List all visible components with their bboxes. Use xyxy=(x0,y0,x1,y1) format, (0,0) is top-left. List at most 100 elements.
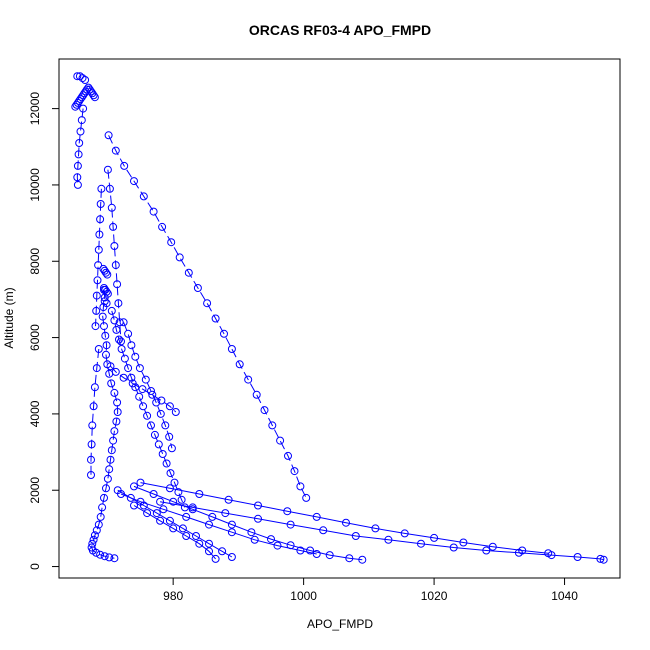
data-point xyxy=(76,127,85,136)
data-point xyxy=(130,482,138,491)
data-point xyxy=(112,417,121,426)
series-line xyxy=(108,135,307,499)
data-point xyxy=(165,484,174,493)
data-point xyxy=(154,440,163,449)
data-point xyxy=(102,268,110,277)
data-point xyxy=(488,542,497,551)
data-point xyxy=(102,484,110,493)
data-point xyxy=(100,297,109,306)
data-point xyxy=(96,200,105,208)
data-point xyxy=(459,538,468,547)
data-point xyxy=(87,440,96,449)
data-point xyxy=(312,512,321,521)
data-point xyxy=(96,550,105,559)
data-point xyxy=(90,383,99,392)
data-point xyxy=(221,509,230,518)
data-point xyxy=(203,299,212,308)
data-point xyxy=(149,207,158,216)
data-point xyxy=(169,497,178,506)
data-point xyxy=(94,520,103,529)
data-point xyxy=(205,547,213,556)
data-point xyxy=(141,375,150,384)
data-point xyxy=(119,318,128,327)
series-line xyxy=(123,322,173,449)
data-point xyxy=(220,329,228,338)
data-point xyxy=(152,509,161,518)
x-tick-label: 1020 xyxy=(421,589,448,603)
series-7 xyxy=(130,482,367,564)
data-point xyxy=(178,524,187,533)
data-point xyxy=(79,91,88,100)
data-point xyxy=(106,362,115,371)
series-line xyxy=(120,493,317,555)
data-point xyxy=(169,524,178,533)
data-point xyxy=(227,528,236,537)
data-point xyxy=(235,360,244,369)
data-point xyxy=(113,486,122,495)
data-point xyxy=(195,539,204,548)
data-point xyxy=(73,180,82,189)
series-9 xyxy=(113,486,236,561)
data-point xyxy=(211,554,220,563)
data-point xyxy=(79,104,88,113)
data-point xyxy=(111,367,120,376)
data-point xyxy=(117,337,125,346)
data-point xyxy=(296,546,305,555)
data-point xyxy=(114,299,123,308)
data-point xyxy=(74,150,83,159)
x-axis-label: APO_FMPD xyxy=(307,617,373,631)
data-point xyxy=(147,421,155,430)
data-point xyxy=(252,390,261,399)
series-line xyxy=(133,485,363,561)
y-tick-label: 2000 xyxy=(28,477,42,504)
data-point xyxy=(93,276,102,285)
plot-area xyxy=(71,72,608,564)
data-point xyxy=(105,465,114,474)
data-point xyxy=(94,245,103,254)
data-point xyxy=(88,421,97,430)
data-point xyxy=(247,528,256,537)
data-point xyxy=(113,408,122,416)
data-point xyxy=(147,387,155,395)
data-point xyxy=(110,427,119,436)
series-15 xyxy=(71,72,99,111)
series-4 xyxy=(104,131,311,502)
data-point xyxy=(89,91,98,100)
data-point xyxy=(73,72,82,81)
data-point xyxy=(283,507,292,516)
series-8 xyxy=(117,490,321,558)
series-11 xyxy=(91,184,106,331)
data-point xyxy=(171,408,180,416)
data-point xyxy=(139,501,148,510)
data-point xyxy=(319,526,328,535)
y-tick-label: 0 xyxy=(28,563,42,570)
data-point xyxy=(75,72,84,81)
data-point xyxy=(87,87,95,96)
data-point xyxy=(192,532,200,540)
data-point xyxy=(267,535,275,544)
data-point xyxy=(73,161,82,170)
y-axis: 0 2000 4000 6000 8000 10000 12000 xyxy=(28,92,60,570)
data-point xyxy=(87,455,95,464)
data-point xyxy=(111,146,120,155)
data-point xyxy=(273,541,282,550)
data-point xyxy=(152,398,161,407)
data-point xyxy=(182,532,191,540)
data-point xyxy=(77,116,86,125)
data-point xyxy=(227,345,236,353)
data-point xyxy=(103,474,112,483)
series-line xyxy=(76,108,84,185)
data-point xyxy=(73,173,82,182)
data-point xyxy=(296,482,305,491)
data-point xyxy=(130,177,138,186)
x-axis: 980 1000 1020 1040 xyxy=(163,577,578,603)
data-point xyxy=(135,392,144,401)
data-point xyxy=(449,543,458,552)
data-point xyxy=(109,222,118,231)
data-point xyxy=(127,341,136,350)
series-line xyxy=(160,501,604,561)
data-point xyxy=(101,331,110,340)
data-point xyxy=(156,516,165,525)
series-line xyxy=(111,310,186,508)
